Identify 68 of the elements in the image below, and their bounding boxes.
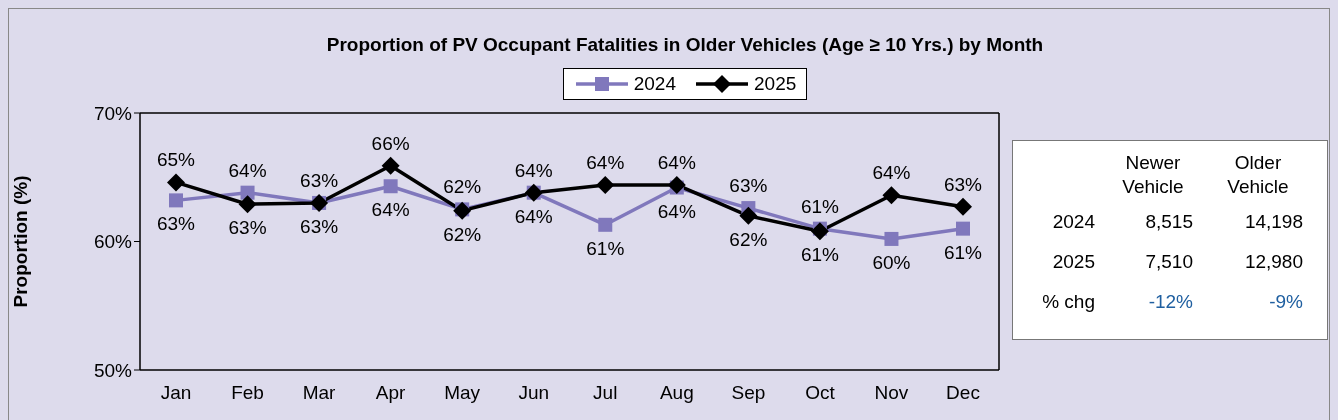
category-label: 2025 [1052, 251, 1095, 272]
data-label: 62% [443, 176, 482, 198]
data-label: 62% [443, 223, 482, 245]
x-tick-label: Nov [874, 382, 909, 404]
point [882, 186, 901, 205]
category-label: Older Vehicle [1226, 151, 1290, 199]
point [954, 197, 972, 216]
x-tick-label: Aug [659, 382, 694, 404]
text: 12,980 [1244, 251, 1303, 272]
y-tick-label: 60% [93, 231, 133, 253]
data-label: 64% [514, 159, 553, 181]
x-tick-label: Mar [302, 382, 337, 404]
data-label: 64% [228, 159, 267, 181]
category-label: 2024 [1052, 211, 1095, 232]
data-label: 63% [228, 217, 267, 239]
text: 14,198 [1244, 211, 1303, 232]
data-label: 61% [586, 237, 625, 259]
data-label: 60% [872, 251, 911, 273]
x-tick-label: Sep [731, 382, 766, 404]
x-tick-label: Feb [231, 382, 264, 404]
data-label: 61% [800, 195, 840, 217]
data-label: 61% [943, 241, 983, 263]
x-tick-label: Jun [518, 382, 550, 404]
category-label: % chg [1042, 291, 1095, 312]
point [169, 193, 183, 208]
data-label: 64% [657, 151, 696, 173]
text: -12% [1148, 291, 1193, 312]
point [667, 175, 686, 194]
data-label: 61% [800, 244, 840, 266]
x-tick-label: Dec [946, 382, 980, 404]
point [884, 231, 899, 246]
x-tick-label: Jan [160, 382, 192, 404]
data-label: 65% [156, 149, 196, 171]
data-label: 64% [657, 200, 696, 222]
legend-label: 2024 [632, 73, 676, 95]
text: 8,515 [1145, 211, 1193, 232]
data-label: 62% [729, 228, 768, 250]
data-label: 63% [300, 169, 339, 191]
data-label: 64% [514, 205, 553, 227]
data-label: 63% [729, 175, 768, 197]
point [956, 221, 970, 236]
chart-title: Proportion of PV Occupant Fatalities in Older Vehicles (Age ≥ 10 Yrs.) by Month [325, 34, 1045, 56]
data-label: 66% [371, 132, 410, 154]
point [167, 173, 185, 192]
y-axis-title: Proportion (%) [9, 175, 31, 308]
point [381, 156, 400, 175]
data-label: 64% [586, 151, 625, 173]
data-label: 63% [943, 173, 983, 195]
legend-label: 2025 [753, 73, 797, 95]
data-label: 64% [872, 162, 911, 184]
point [238, 195, 257, 214]
point [810, 222, 829, 241]
x-tick-label: Oct [805, 382, 836, 404]
data-label: 63% [300, 215, 339, 237]
y-tick-label: 50% [93, 359, 133, 381]
point [596, 175, 615, 194]
text: 7,510 [1145, 251, 1193, 272]
y-tick-label: 70% [93, 102, 133, 124]
point [383, 179, 398, 194]
x-tick-label: May [444, 382, 481, 404]
x-tick-label: Apr [375, 382, 407, 404]
point [739, 206, 758, 225]
data-label: 63% [156, 213, 196, 235]
data-label: 64% [371, 199, 410, 221]
x-tick-label: Jul [593, 382, 618, 404]
text: -9% [1269, 291, 1303, 312]
point [598, 217, 613, 232]
category-label: Newer Vehicle [1121, 151, 1185, 199]
